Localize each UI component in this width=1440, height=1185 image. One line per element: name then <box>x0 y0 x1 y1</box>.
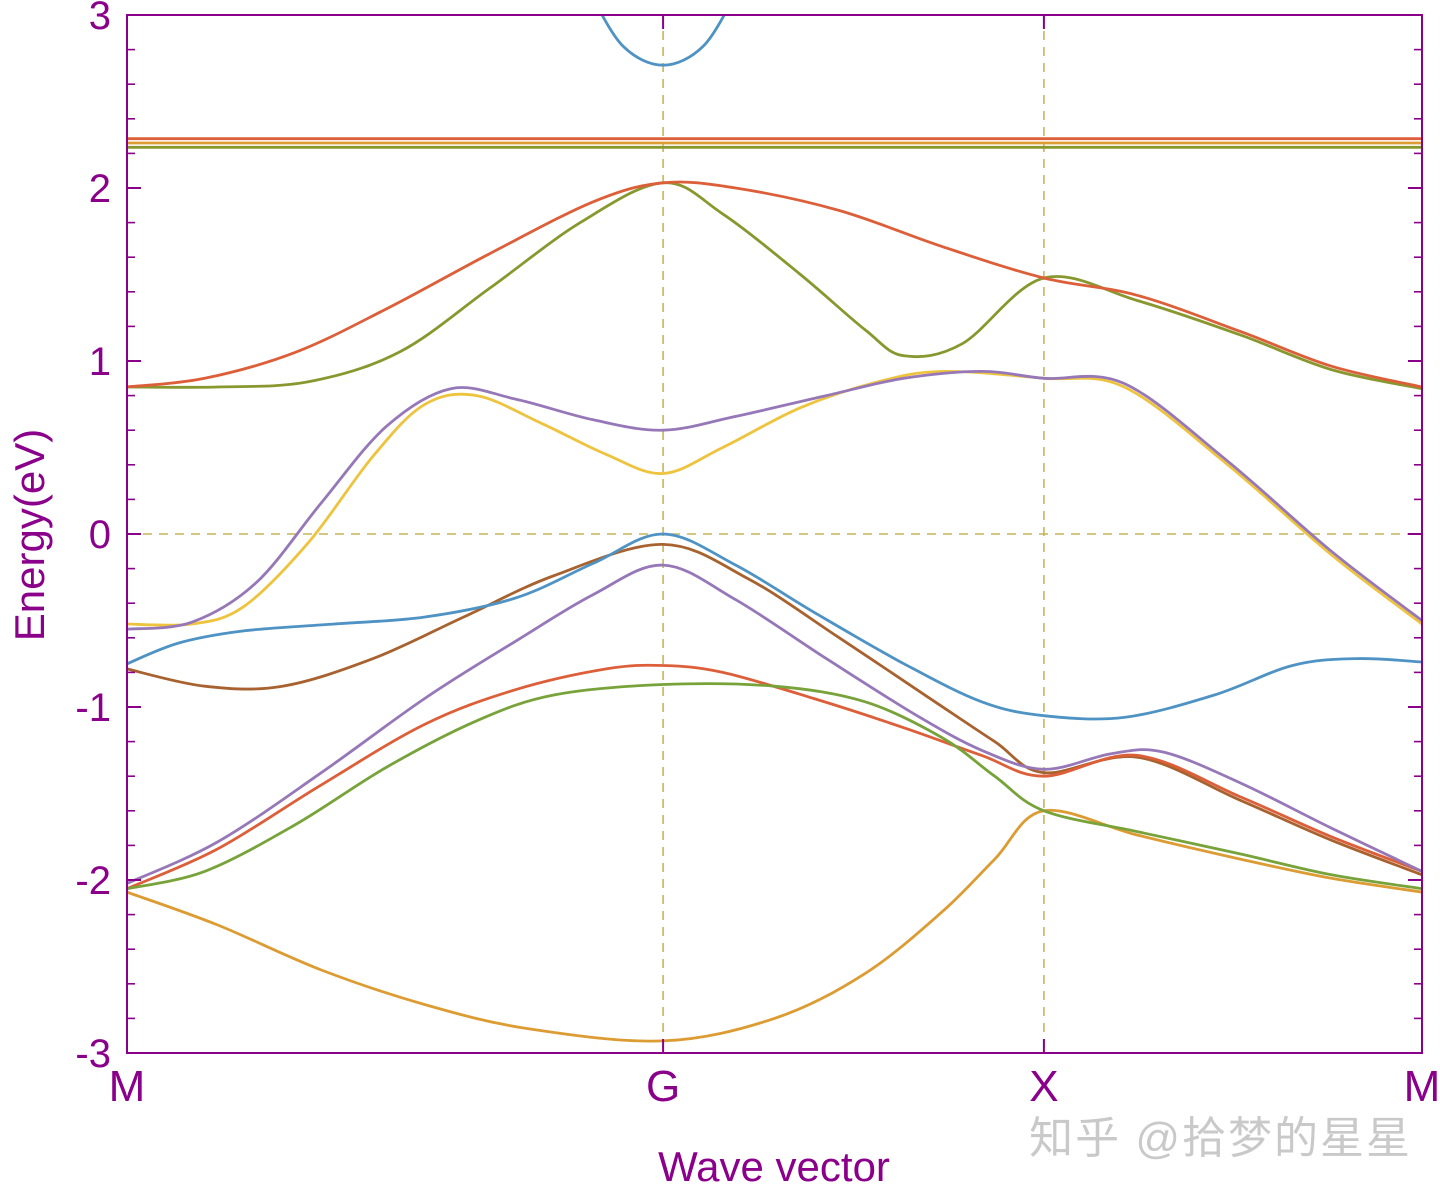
band-valence-brown <box>127 542 1422 877</box>
band-valence-purple-upper <box>127 369 1422 631</box>
band-conduction-band-blue <box>600 15 726 67</box>
band-valence-yellow <box>127 369 1422 627</box>
watermark: 知乎 @拾梦的星星 <box>1029 1114 1412 1163</box>
y-tick-label: -3 <box>75 1032 111 1076</box>
y-tick-label: 0 <box>89 513 111 557</box>
bands-group <box>127 15 1422 1043</box>
y-axis-title: Energy(eV) <box>6 428 53 642</box>
y-tick-label: -2 <box>75 859 111 903</box>
band-valence-purple-lower <box>127 563 1422 885</box>
y-tick-label: 3 <box>89 0 111 38</box>
x-tick-label: G <box>646 1062 680 1111</box>
x-tick-label: M <box>109 1062 146 1111</box>
x-tick-label: X <box>1029 1062 1058 1111</box>
band-valence-blue <box>127 532 1422 721</box>
x-tick-label: M <box>1404 1062 1440 1111</box>
y-tick-label: 2 <box>89 167 111 211</box>
band-valence-olive <box>127 181 1422 391</box>
y-tick-label: 1 <box>89 340 111 384</box>
y-tick-label: -1 <box>75 686 111 730</box>
band-valence-red-upper <box>127 180 1422 389</box>
band-valence-orange-bottom <box>127 808 1422 1043</box>
x-axis-title: Wave vector <box>658 1143 890 1185</box>
band-valence-green <box>127 682 1422 891</box>
